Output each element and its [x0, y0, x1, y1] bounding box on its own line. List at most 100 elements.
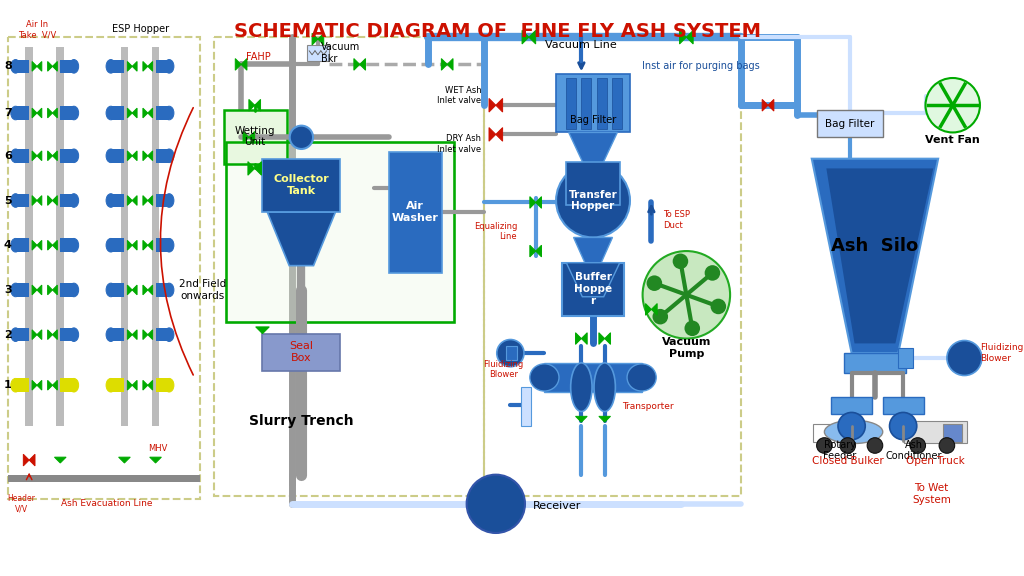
Polygon shape — [48, 240, 52, 250]
Polygon shape — [127, 151, 132, 161]
Polygon shape — [236, 59, 241, 70]
Polygon shape — [645, 304, 651, 315]
Polygon shape — [582, 333, 587, 344]
Polygon shape — [48, 380, 52, 390]
Polygon shape — [143, 62, 147, 71]
Text: 8: 8 — [4, 62, 11, 71]
Polygon shape — [680, 31, 686, 44]
Bar — [844, 353, 906, 373]
Bar — [262, 334, 340, 370]
Circle shape — [939, 438, 954, 453]
Text: 1: 1 — [4, 380, 11, 390]
Polygon shape — [147, 330, 153, 339]
Text: Transporter: Transporter — [623, 402, 674, 411]
Ellipse shape — [106, 149, 116, 162]
Circle shape — [910, 438, 926, 453]
Bar — [60, 328, 74, 342]
Polygon shape — [496, 128, 503, 141]
Polygon shape — [147, 108, 153, 118]
Circle shape — [890, 412, 916, 439]
Polygon shape — [37, 196, 42, 206]
Polygon shape — [489, 98, 496, 112]
Bar — [545, 363, 642, 392]
Circle shape — [926, 78, 980, 132]
Polygon shape — [24, 454, 29, 466]
Circle shape — [643, 251, 730, 339]
Bar — [943, 424, 963, 442]
Ellipse shape — [165, 106, 174, 120]
Polygon shape — [37, 285, 42, 295]
Bar — [156, 238, 169, 252]
Polygon shape — [359, 59, 366, 70]
Bar — [831, 397, 872, 414]
Text: Collector
Tank: Collector Tank — [273, 174, 330, 196]
Polygon shape — [573, 237, 612, 264]
Polygon shape — [575, 416, 587, 422]
Text: Transfer
Hopper: Transfer Hopper — [568, 190, 617, 211]
Polygon shape — [127, 196, 132, 206]
Ellipse shape — [165, 328, 174, 342]
Ellipse shape — [70, 149, 79, 162]
Polygon shape — [150, 457, 162, 463]
Ellipse shape — [570, 363, 592, 411]
Polygon shape — [32, 108, 37, 118]
Polygon shape — [52, 151, 57, 161]
Ellipse shape — [11, 106, 20, 120]
Text: 2: 2 — [4, 329, 11, 340]
Polygon shape — [127, 240, 132, 250]
Polygon shape — [132, 330, 137, 339]
Polygon shape — [48, 285, 52, 295]
Polygon shape — [256, 327, 269, 334]
Bar — [214, 37, 484, 496]
Text: Vent Fan: Vent Fan — [926, 135, 980, 145]
Bar — [26, 47, 33, 426]
Polygon shape — [317, 33, 324, 45]
Text: 7: 7 — [4, 108, 11, 118]
Polygon shape — [37, 380, 42, 390]
Ellipse shape — [165, 283, 174, 297]
Polygon shape — [52, 380, 57, 390]
Polygon shape — [29, 454, 35, 466]
Polygon shape — [127, 380, 132, 390]
Bar — [562, 263, 625, 316]
Bar — [60, 283, 74, 297]
Circle shape — [867, 438, 883, 453]
Bar — [111, 238, 125, 252]
Ellipse shape — [106, 59, 116, 73]
Ellipse shape — [824, 420, 883, 444]
Ellipse shape — [106, 328, 116, 342]
Bar — [556, 74, 630, 132]
Bar — [904, 421, 968, 442]
Ellipse shape — [11, 194, 20, 207]
Text: Inst air for purging bags: Inst air for purging bags — [642, 62, 760, 71]
Bar — [111, 328, 125, 342]
Text: To Wet
System: To Wet System — [912, 483, 950, 505]
Polygon shape — [651, 304, 657, 315]
Text: 6: 6 — [4, 151, 11, 161]
Bar — [816, 110, 883, 137]
Bar — [15, 328, 29, 342]
Bar — [8, 37, 201, 499]
Ellipse shape — [11, 378, 20, 392]
Bar — [111, 194, 125, 207]
Bar — [566, 78, 575, 128]
Text: Ash  Silo: Ash Silo — [831, 237, 919, 255]
Polygon shape — [119, 457, 130, 463]
Polygon shape — [143, 151, 147, 161]
Ellipse shape — [11, 149, 20, 162]
Text: Vacuum
Pump: Vacuum Pump — [662, 338, 711, 359]
Text: WET Ash
Inlet valve: WET Ash Inlet valve — [437, 86, 481, 105]
Polygon shape — [132, 108, 137, 118]
Polygon shape — [37, 330, 42, 339]
Bar — [15, 106, 29, 120]
Ellipse shape — [70, 378, 79, 392]
Polygon shape — [812, 159, 938, 353]
Polygon shape — [52, 108, 57, 118]
Ellipse shape — [11, 328, 20, 342]
Polygon shape — [354, 59, 359, 70]
Polygon shape — [132, 285, 137, 295]
Polygon shape — [249, 100, 255, 111]
Circle shape — [290, 126, 313, 149]
Polygon shape — [528, 31, 536, 44]
Text: SCHEMATIC DIAGRAM OF  FINE FLY ASH SYSTEM: SCHEMATIC DIAGRAM OF FINE FLY ASH SYSTEM — [234, 22, 761, 41]
